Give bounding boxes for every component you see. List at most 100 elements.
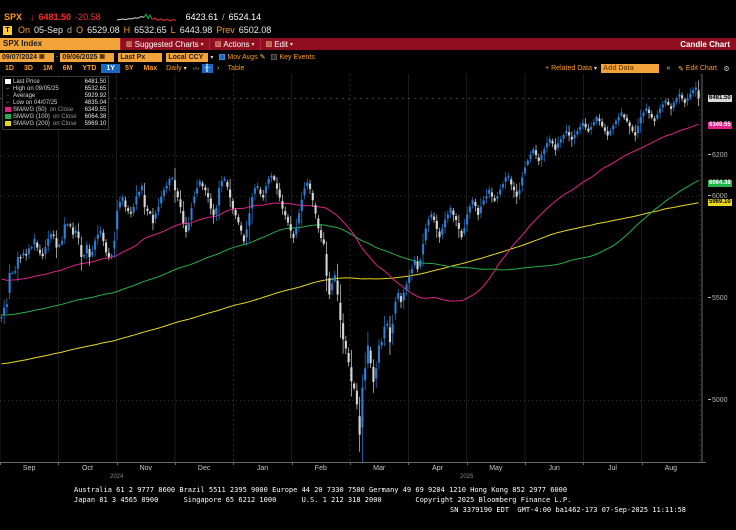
chevron-down-icon: ▾ <box>183 66 187 72</box>
list-item-value: 4835.04 <box>84 99 107 106</box>
menu-actions-label: Actions <box>223 39 250 49</box>
high-value: 6532.65 <box>134 25 167 35</box>
plus-icon: + <box>545 65 550 72</box>
list-item: - Average 5929.92 <box>5 92 106 99</box>
time-axis-label: Apr <box>432 465 443 472</box>
menu-actions[interactable]: ▧ Actions ▾ <box>208 38 260 50</box>
last-price: 6481.50 <box>38 12 72 22</box>
menu-edit[interactable]: ▨ Edit ▾ <box>259 38 298 50</box>
mov-avgs-toggle[interactable]: Mov Avgs ✎ <box>213 53 265 61</box>
range-button-6m[interactable]: 6M <box>62 65 73 72</box>
list-item-value: 5969.10 <box>84 120 107 127</box>
list-item-value: 6532.65 <box>84 85 107 92</box>
range-button-5y[interactable]: 5Y <box>124 65 134 72</box>
table-button[interactable]: Table <box>227 65 245 72</box>
trade-type-badge[interactable]: T <box>3 25 12 35</box>
key-events-label: Key Events <box>279 53 315 61</box>
range-button-1d[interactable]: 1D <box>5 65 14 72</box>
quote-line-primary: SPX ↓ 6481.50 -20.58 6423.61 / 6524.14 <box>0 11 736 23</box>
checkbox-unchecked-icon <box>271 54 278 60</box>
time-axis-tick <box>466 462 468 465</box>
price-field-select[interactable]: Last Px <box>118 52 163 62</box>
list-item-label: Low on 04/07/25 <box>13 99 58 106</box>
date-to-input[interactable]: 09/06/2025 ▣ <box>60 52 115 62</box>
tick-mark-icon <box>708 154 711 156</box>
last-price-marker <box>5 79 11 84</box>
price-axis-value-pill: 6349.55 <box>708 121 732 129</box>
edit-chart-button[interactable]: ✎ Edit Chart <box>678 65 717 73</box>
menu-edit-label: Edit <box>274 39 288 49</box>
list-item-sublabel: on Close <box>52 120 77 127</box>
related-data-button[interactable]: + Related Data ▾ <box>545 65 597 72</box>
pencil-icon[interactable]: ✎ <box>259 54 266 61</box>
time-axis-label: Sep <box>22 465 36 472</box>
checkbox-checked-icon <box>219 54 226 60</box>
calendar-icon[interactable]: ▣ <box>99 53 106 60</box>
date-from-input[interactable]: 09/07/2024 ▣ <box>0 52 54 62</box>
time-axis-tick <box>233 462 235 465</box>
price-axis-tick: 5000 <box>708 397 728 404</box>
chevron-down-icon: ▾ <box>200 41 204 48</box>
bid-price: 6423.61 <box>185 12 219 22</box>
sma100-swatch <box>5 114 11 119</box>
time-axis-label: Dec <box>197 465 211 472</box>
prev-value: 6502.08 <box>238 25 272 35</box>
periodicity-select[interactable]: Daily ▾ <box>162 65 191 72</box>
list-item-value: 5929.92 <box>84 92 107 99</box>
range-button-3d[interactable]: 3D <box>23 65 33 72</box>
chevron-down-icon: ▾ <box>593 66 597 72</box>
gear-icon[interactable]: ⚙ <box>723 65 730 73</box>
add-data-input[interactable]: Add Data <box>601 64 659 73</box>
range-button-1m[interactable]: 1M <box>42 65 53 72</box>
list-item: ⌐ High on 09/05/25 6532.65 <box>5 85 106 92</box>
list-item-label: SMAVG (200) <box>13 120 50 127</box>
list-item-value: 6481.50 <box>84 78 107 85</box>
date-range-dash: - <box>56 53 59 61</box>
sma50-swatch <box>5 107 11 112</box>
tick-mark-icon <box>708 195 711 197</box>
price-axis-tick: 6200 <box>708 152 728 159</box>
chevron-down-icon: ▾ <box>289 41 293 48</box>
line-chart-icon[interactable]: 〰 <box>192 65 200 73</box>
low-label: L <box>170 25 176 35</box>
time-axis[interactable]: Sep Oct Nov Dec Jan Feb Mar Apr May Jun Jul Aug 2024… <box>0 462 736 484</box>
list-item-label: SMAVG (100) <box>13 113 50 120</box>
currency-select[interactable]: Local CCY <box>166 52 209 62</box>
range-button-1y[interactable]: 1Y <box>101 64 120 73</box>
key-events-toggle[interactable]: Key Events <box>265 53 315 61</box>
axis-line <box>0 462 706 463</box>
footer-line-3: SN 3379190 EDT GMT-4:00 ba1462-173 07-Se… <box>450 506 687 514</box>
footer-line-1: Australia 61 2 9777 8600 Brazil 5511 239… <box>74 486 568 494</box>
ticker-symbol[interactable]: SPX <box>4 12 23 22</box>
sma200-swatch <box>5 121 11 126</box>
price-axis[interactable]: 6200 6000 5500 5000 6481.50 6349.55 6064.38 596… <box>706 74 736 462</box>
list-item: ⌐ Low on 04/07/25 4835.04 <box>5 99 106 106</box>
list-item-label: High on 09/05/25 <box>13 85 59 92</box>
chevron-down-icon[interactable]: ▾ <box>210 54 214 61</box>
pencil-icon: ✎ <box>678 65 684 73</box>
chart-canvas[interactable]: Last Price 6481.50 ⌐ High on 09/05/25 65… <box>0 74 736 462</box>
footer-contact-info: Australia 61 2 9777 8600 Brazil 5511 239… <box>0 486 736 530</box>
chart-type-title: Candle Chart <box>680 39 730 49</box>
quote-line-ohlc: T On 05-Sep d O 6529.08 H 6532.65 L 6443… <box>0 24 736 36</box>
periodicity-label: Daily <box>166 65 182 72</box>
security-input[interactable]: SPX Index <box>0 38 120 50</box>
time-axis-label: May <box>489 465 503 472</box>
collapse-icon[interactable]: « <box>666 65 671 72</box>
range-button-ytd[interactable]: YTD <box>82 65 97 72</box>
time-axis-tick <box>350 462 351 465</box>
average-marker-icon: - <box>7 92 9 99</box>
list-item-label: Average <box>13 92 36 99</box>
list-item-label: Last Price <box>13 78 40 85</box>
edit-chart-label: Edit Chart <box>685 65 717 72</box>
menu-suggested-charts[interactable]: ▥ Suggested Charts ▾ <box>120 38 209 50</box>
price-plot[interactable] <box>0 74 706 462</box>
time-axis-tick <box>175 462 176 465</box>
time-axis-tick <box>583 462 585 465</box>
calendar-icon[interactable]: ▣ <box>39 53 45 60</box>
range-button-max[interactable]: Max <box>143 65 158 72</box>
chart-icon: ▥ <box>126 41 133 48</box>
chevron-right-icon[interactable]: › <box>216 65 220 72</box>
candle-chart-icon[interactable]: ╫ <box>201 64 213 73</box>
time-axis-year-label: 2024 <box>109 474 124 480</box>
